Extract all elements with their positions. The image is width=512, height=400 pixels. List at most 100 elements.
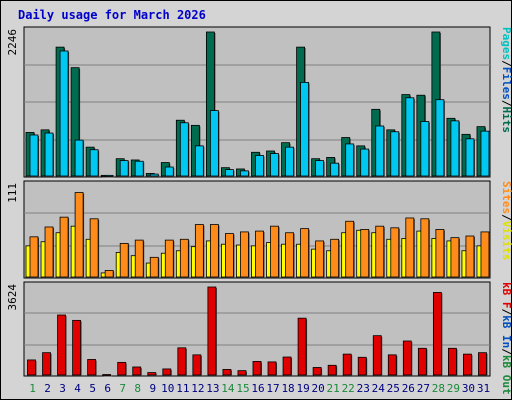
- x-tick-label: 5: [89, 382, 96, 395]
- bar-kb-f-15: [237, 370, 247, 376]
- bar-kb-f-22: [342, 353, 353, 376]
- bar-files-11: [179, 122, 190, 177]
- bar-kb-f-2: [42, 352, 52, 376]
- bar-files-15: [240, 170, 250, 177]
- x-tick-label: 21: [327, 382, 340, 395]
- x-tick-label: 3: [59, 382, 66, 395]
- bar-kb-f-16: [252, 361, 262, 376]
- bar-files-2: [44, 132, 55, 177]
- bar-kb-f-17: [267, 361, 278, 376]
- x-tick-label: 18: [281, 382, 294, 395]
- bar-files-31: [480, 130, 490, 177]
- bar-files-6: [104, 174, 115, 178]
- x-tick-label: 31: [477, 382, 490, 395]
- bar-kb-f-4: [72, 319, 82, 376]
- bar-kb-f-18: [282, 356, 293, 376]
- panel-mid: 111: [6, 180, 491, 279]
- bar-sites-15: [240, 231, 250, 278]
- bar-sites-8: [134, 239, 145, 278]
- bar-sites-29: [450, 237, 460, 278]
- bar-kb-f-23: [357, 356, 368, 376]
- bar-kb-f-30: [463, 353, 473, 376]
- bar-files-16: [255, 155, 265, 177]
- bar-sites-19: [300, 228, 310, 278]
- bar-files-26: [405, 97, 415, 177]
- bar-files-29: [450, 120, 460, 177]
- bar-files-4: [74, 139, 85, 177]
- bar-files-23: [360, 148, 370, 177]
- chart-panels: 2246 111 3624: [6, 26, 491, 377]
- bar-sites-2: [44, 226, 55, 278]
- bar-kb-f-19: [297, 317, 308, 376]
- bar-sites-22: [345, 220, 355, 278]
- bar-sites-14: [225, 233, 235, 278]
- bar-kb-f-9: [147, 372, 157, 376]
- bar-files-21: [330, 162, 340, 177]
- legend-entry: kB F: [500, 282, 512, 309]
- bar-sites-1: [29, 236, 39, 278]
- bar-sites-27: [420, 218, 430, 278]
- bar-kb-f-28: [432, 292, 443, 376]
- legend-entry: kB Out: [500, 355, 512, 395]
- panel-bot: 3624: [6, 281, 491, 377]
- bar-kb-f-7: [117, 361, 127, 376]
- bar-files-22: [345, 143, 355, 177]
- bar-files-5: [89, 149, 100, 177]
- legend-entry: Hits: [500, 107, 512, 134]
- x-tick-label: 28: [432, 382, 445, 395]
- bar-sites-12: [194, 224, 205, 278]
- legend-entry: /: [500, 214, 512, 221]
- bar-files-17: [270, 153, 280, 177]
- x-tick-label: 15: [236, 382, 249, 395]
- bar-sites-23: [360, 229, 370, 278]
- bar-sites-10: [164, 239, 175, 278]
- bar-files-24: [375, 125, 385, 177]
- legend-entry: Sites: [500, 181, 512, 214]
- x-tick-label: 9: [149, 382, 156, 395]
- bar-files-28: [435, 99, 445, 177]
- bar-files-8: [134, 160, 145, 177]
- legend-entry: kB In: [500, 315, 512, 348]
- panel-top: 2246: [6, 26, 491, 178]
- bar-sites-7: [119, 242, 130, 278]
- x-tick-label: 4: [74, 382, 81, 395]
- x-tick-label: 6: [104, 382, 111, 395]
- bar-kb-f-31: [478, 352, 488, 376]
- x-tick-label: 29: [447, 382, 460, 395]
- bar-sites-9: [149, 256, 160, 278]
- x-tick-label: 13: [206, 382, 219, 395]
- x-tick-label: 23: [357, 382, 370, 395]
- bar-files-27: [420, 121, 430, 177]
- bar-files-3: [59, 50, 70, 177]
- x-tick-label: 14: [221, 382, 235, 395]
- bar-files-12: [194, 145, 205, 177]
- legend-entry: /: [500, 348, 512, 355]
- x-tick-label: 26: [402, 382, 415, 395]
- bar-sites-25: [390, 227, 400, 278]
- bar-files-18: [285, 146, 295, 177]
- x-tick-label: 16: [251, 382, 264, 395]
- bar-files-9: [149, 173, 160, 177]
- bar-kb-f-24: [372, 335, 383, 376]
- y-max-label: 2246: [6, 29, 19, 56]
- bar-kb-f-12: [192, 354, 202, 376]
- x-tick-label: 25: [387, 382, 400, 395]
- legend-entry: /: [500, 309, 512, 316]
- x-tick-label: 24: [372, 382, 386, 395]
- x-tick-label: 12: [191, 382, 204, 395]
- x-tick-label: 20: [312, 382, 325, 395]
- legend-top: Pages/Files/Hits: [500, 27, 512, 133]
- x-tick-label: 1: [29, 382, 36, 395]
- bar-sites-11: [179, 238, 190, 278]
- bar-kb-f-1: [27, 359, 37, 376]
- bar-files-14: [225, 169, 235, 177]
- x-axis-labels: 1 2 3 4 5 6 7 8 9 10 11 12 13 14 15 16 17 18 19 20 21 22 23 24 2…: [29, 382, 490, 395]
- bar-sites-21: [330, 238, 340, 278]
- legend-entry: Pages: [500, 27, 512, 60]
- x-tick-label: 19: [296, 382, 309, 395]
- bar-sites-28: [435, 229, 445, 278]
- bar-files-7: [119, 160, 130, 177]
- bar-sites-3: [59, 216, 70, 278]
- bar-files-19: [300, 81, 310, 177]
- y-max-label: 111: [6, 183, 19, 203]
